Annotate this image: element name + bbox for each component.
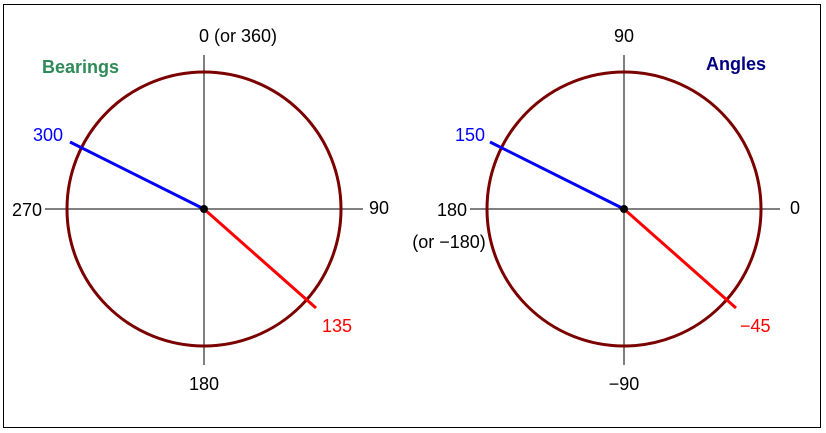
angles-label-top: 90 <box>614 26 634 46</box>
angles-150-line <box>489 140 625 211</box>
angles-circle <box>485 70 763 348</box>
angles-blue-value: 150 <box>455 125 485 145</box>
bearings-diagram: Bearings 0 (or 360) 90 180 270 300 135 <box>12 26 389 394</box>
bearings-circle <box>65 70 343 348</box>
bearings-label-left: 270 <box>12 200 42 220</box>
bearings-300-line <box>69 140 205 211</box>
angles-red-value: −45 <box>740 316 771 336</box>
bearings-blue-value: 300 <box>33 125 63 145</box>
angles-label-left-line2: (or −180) <box>412 232 486 252</box>
angles-label-left-line1: 180 <box>437 200 467 220</box>
bearings-center-dot <box>200 205 208 213</box>
angles-title: Angles <box>706 54 766 74</box>
bearings-135-line <box>203 207 317 310</box>
bearings-label-right: 90 <box>369 198 389 218</box>
angles-label-bottom: −90 <box>609 374 640 394</box>
bearings-red-value: 135 <box>322 316 352 336</box>
angles-center-dot <box>620 205 628 213</box>
angles-diagram: Angles 90 0 −90 180 (or −180) 150 −45 <box>412 26 800 394</box>
angles-neg45-line <box>623 207 737 310</box>
bearings-label-bottom: 180 <box>189 374 219 394</box>
angles-label-right: 0 <box>790 198 800 218</box>
diagram-frame <box>3 4 821 428</box>
bearings-title: Bearings <box>42 57 119 77</box>
bearings-label-top: 0 (or 360) <box>199 26 277 46</box>
